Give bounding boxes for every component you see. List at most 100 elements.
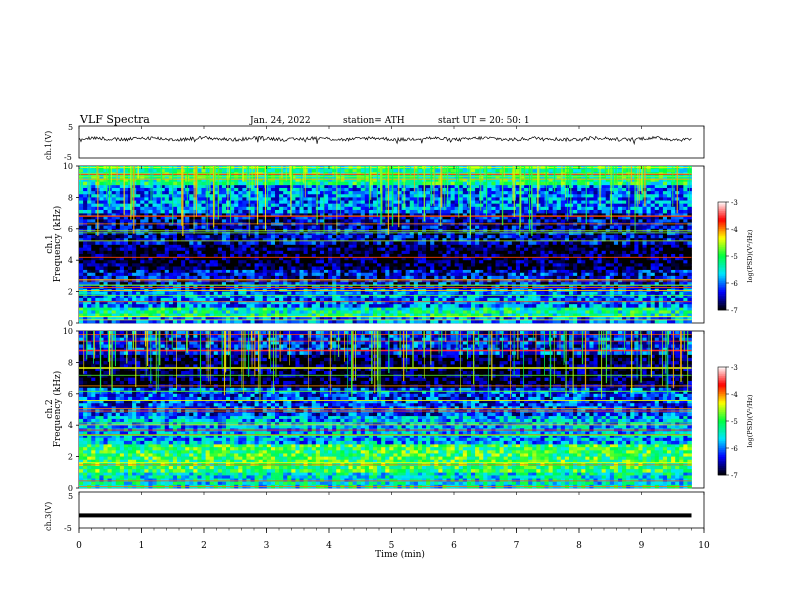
spectrogram-cell [356, 213, 362, 217]
spectrogram-cell [667, 272, 672, 277]
spectrogram-cell [336, 319, 341, 324]
spectrogram-cell [140, 272, 145, 277]
spectrogram-cell [503, 247, 509, 252]
spectrogram-cell [466, 301, 472, 305]
spectrogram-cell [638, 310, 643, 314]
spectrogram-cell [348, 310, 353, 314]
spectrogram-cell [115, 216, 121, 220]
spectrogram-cell [307, 225, 313, 230]
spectrogram-cell [201, 225, 206, 230]
spectrogram-cell [299, 250, 304, 255]
spectrogram-cell [164, 282, 170, 286]
spectrogram-cell [140, 297, 145, 302]
spectrogram-cell [136, 319, 141, 324]
spectrogram-cell [266, 225, 272, 230]
spectrogram-cell [548, 282, 554, 286]
spectrogram-cell [483, 219, 488, 223]
spectrogram-cell [662, 231, 668, 236]
spectrogram-cell [172, 294, 178, 299]
spectrogram-cell [662, 225, 668, 230]
spectrogram-cell [393, 304, 398, 308]
spectrogram-cell [438, 316, 443, 321]
spectrogram-cell [209, 216, 215, 220]
spectrogram-cell [95, 294, 100, 299]
spectrogram-cell [344, 231, 349, 236]
spectrogram-cell [332, 310, 337, 314]
spectrogram-cell [168, 269, 174, 274]
spectrogram-cell [156, 225, 162, 230]
spectrogram-cell [634, 301, 639, 305]
spectrogram-cell [389, 319, 394, 324]
spectrogram-cell [569, 235, 574, 239]
spectrogram-cell [667, 304, 672, 308]
spectrogram-cell [107, 294, 113, 299]
spectrogram-cell [540, 301, 545, 305]
spectrogram-cell [687, 319, 692, 324]
spectrogram-cell [479, 275, 484, 280]
spectrogram-cell [205, 216, 211, 220]
spectrogram-cell [107, 297, 113, 302]
spectrogram-cell [638, 304, 643, 308]
spectrogram-cell [164, 247, 170, 252]
spectrogram-cell [303, 257, 309, 261]
spectrogram-cell [520, 244, 525, 248]
spectrogram-cell [544, 313, 549, 318]
spectrogram-cell [430, 247, 435, 252]
spectrogram-cell [266, 213, 272, 217]
spectrogram-cell [136, 216, 141, 220]
spectrogram-cell [250, 301, 255, 305]
spectrogram-cell [638, 216, 643, 220]
spectrogram-cell [258, 310, 264, 314]
spectrogram-cell [495, 313, 500, 318]
spectrogram-cell [458, 263, 464, 267]
spectrogram-cell [221, 272, 227, 277]
spectrogram-cell [324, 301, 329, 305]
spectrogram-cell [111, 257, 117, 261]
spectrogram-cell [662, 257, 668, 261]
spectrogram-cell [613, 310, 619, 314]
spectrogram-cell [291, 319, 296, 324]
spectrogram-cell [328, 216, 333, 220]
spectrogram-cell [258, 266, 264, 270]
spectrogram-cell [585, 263, 590, 267]
spectrogram-cell [303, 316, 309, 321]
spectrogram-cell [168, 219, 174, 223]
spectrogram-cell [144, 304, 149, 308]
spectrogram-cell [622, 263, 627, 267]
spectrogram-cell [540, 250, 545, 255]
spectrogram-cell [454, 219, 460, 223]
spectrogram-cell [634, 235, 639, 239]
spectrogram-cell [397, 272, 402, 277]
spectrogram-cell [295, 310, 300, 314]
spectrogram-cell [552, 247, 558, 252]
spectrogram-cell [315, 291, 321, 296]
spectrogram-cell [148, 225, 153, 230]
spectrogram-cell [426, 285, 431, 289]
spectrogram-cell [230, 260, 235, 264]
spectrogram-cell [548, 297, 554, 302]
spectrogram-cell [671, 301, 676, 305]
spectrogram-cell [507, 272, 513, 277]
spectrogram-cell [381, 257, 386, 261]
spectrogram-cell [503, 285, 509, 289]
spectrogram-cell [573, 304, 578, 308]
spectrogram-cell [324, 213, 329, 217]
spectrogram-cell [450, 282, 456, 286]
spectrogram-cell [667, 244, 672, 248]
spectrogram-cell [683, 269, 688, 274]
spectrogram-cell [83, 225, 88, 230]
spectrogram-cell [152, 285, 157, 289]
spectrogram-cell [658, 231, 664, 236]
spectrogram-cell [156, 310, 162, 314]
spectrogram-cell [417, 263, 423, 267]
spectrogram-cell [144, 219, 149, 223]
spectrogram-cell [230, 269, 235, 274]
spectrogram-cell [344, 301, 349, 305]
spectrogram-cell [356, 225, 362, 230]
spectrogram-cell [466, 225, 472, 230]
spectrogram-cell [381, 313, 386, 318]
spectrogram-cell [536, 257, 541, 261]
spectrogram-cell [462, 282, 468, 286]
spectrogram-cell [585, 266, 590, 270]
spectrogram-cell [279, 247, 284, 252]
